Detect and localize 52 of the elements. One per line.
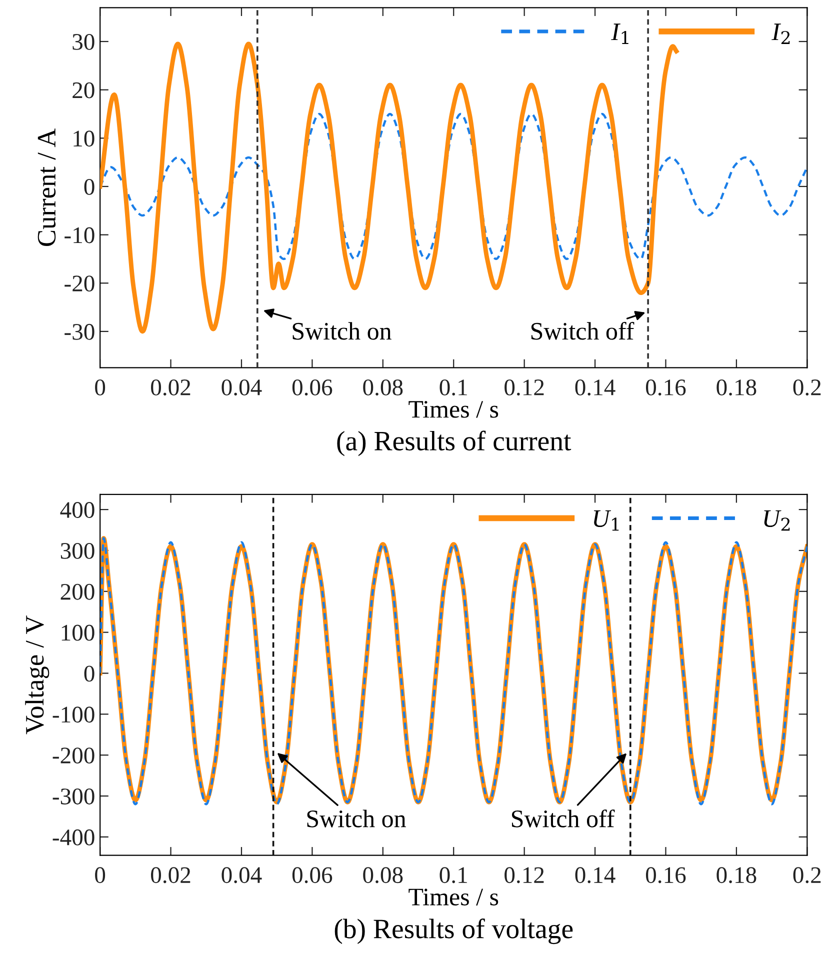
x-tick-label: 0.14 (575, 379, 616, 396)
legend-label: U$_{1}$ (594, 510, 619, 531)
x-tick-label: 0.18 (716, 867, 756, 884)
x-axis-title: Times / s (408, 888, 498, 906)
x-tick-label: 0.16 (646, 379, 686, 396)
y-tick-label: -200 (52, 748, 94, 764)
x-tick-label: 0.1 (440, 867, 467, 884)
x-tick-label: 0.2 (793, 379, 821, 396)
annotation: Switch on (307, 810, 406, 828)
legend-label: I$_{2}$ (772, 24, 790, 44)
y-tick-label: -300 (52, 788, 94, 804)
x-tick-label: 0.1 (440, 379, 467, 396)
x-tick-label: 0.06 (292, 379, 332, 396)
annotation: Switch off (512, 809, 615, 828)
x-tick-label: 0.14 (575, 867, 616, 884)
y-tick-label: 10 (74, 130, 94, 147)
text: (a) Results of current (337, 430, 572, 456)
y-tick-label: 0 (84, 666, 94, 682)
y-tick-label: 200 (60, 584, 94, 600)
legend-label: U$_{2}$ (764, 510, 790, 531)
x-tick-label: 0.12 (504, 379, 544, 396)
y-tick-label: 0 (84, 178, 94, 195)
x-tick-label: 0.04 (222, 379, 262, 396)
x-tick-label: 0.02 (151, 379, 190, 396)
y-axis-title: Current / A (38, 128, 56, 246)
y-tick-label: 300 (60, 542, 94, 559)
x-tick-label: 0.06 (292, 867, 332, 884)
y-tick-label: -20 (64, 276, 94, 292)
x-tick-label: 0.2 (793, 867, 821, 884)
x-tick-label: 0.08 (363, 867, 403, 884)
y-tick-label: -10 (64, 227, 94, 244)
legend-label: I$_{1}$ (611, 24, 628, 44)
x-tick-label: 0.04 (222, 867, 262, 884)
y-tick-label: -400 (52, 829, 94, 846)
x-tick-label: 0.18 (716, 379, 756, 396)
x-axis-title: Times / s (408, 400, 498, 418)
y-tick-label: 100 (62, 624, 94, 641)
x-tick-label: 0.08 (363, 379, 403, 396)
x-tick-label: 0.12 (504, 867, 544, 884)
annotation: Switch on (292, 322, 392, 340)
y-tick-label: 20 (72, 82, 94, 98)
y-tick-label: -30 (64, 324, 94, 340)
y-axis-title: Voltage / V (25, 616, 50, 734)
x-tick-label: 0 (95, 379, 106, 396)
y-tick-label: 30 (72, 34, 94, 50)
x-tick-label: 0.16 (646, 867, 686, 884)
y-tick-label: -100 (52, 706, 94, 723)
annotation: Switch off (531, 322, 634, 340)
x-tick-label: 0.02 (151, 867, 190, 884)
y-tick-label: 400 (60, 502, 94, 518)
x-tick-label: 0 (95, 867, 106, 884)
text: (b) Results of voltage (334, 918, 573, 944)
